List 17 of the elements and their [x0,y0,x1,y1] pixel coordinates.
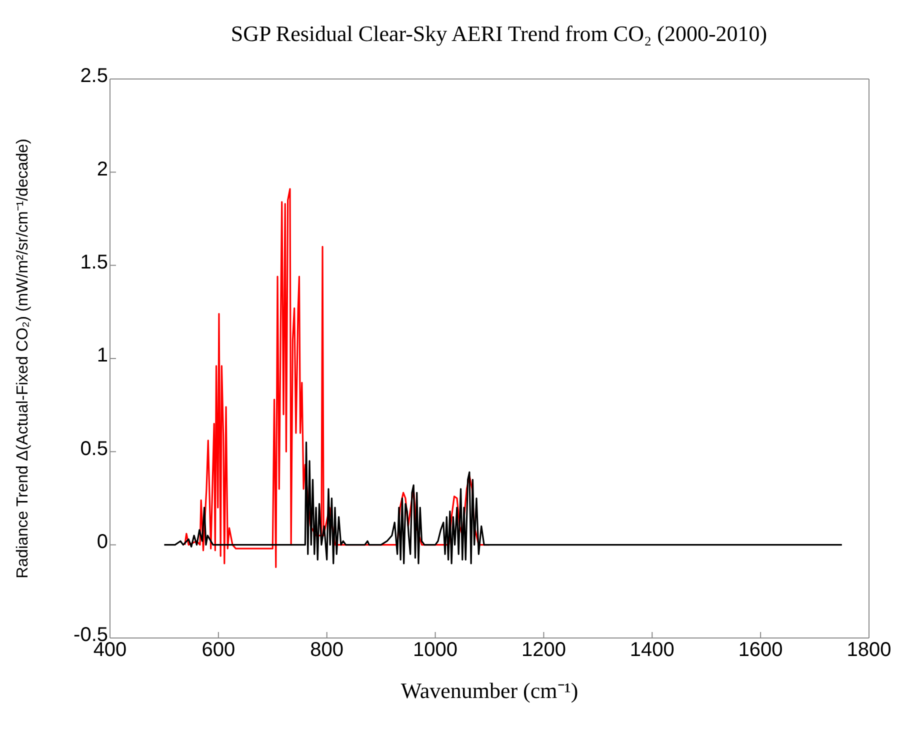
x-tick-label: 1200 [521,639,566,662]
y-axis-title: Radiance Trend Δ(Actual-Fixed CO₂) (mW/m²/sr/cm⁻¹/decade) [14,138,32,578]
y-tick-label: 0.5 [80,438,108,460]
x-tick-label: 600 [202,639,236,662]
x-tick-label: 800 [310,639,344,662]
y-tick-label: 1.5 [80,251,108,274]
line-series [163,442,843,564]
x-tick-label: 1800 [846,639,892,662]
y-tick-label: 2 [96,158,108,180]
y-tick-label: 0 [96,530,108,553]
x-tick-label: 1600 [738,639,783,662]
chart-title: SGP Residual Clear-Sky AERI Trend from CO₂ (2000-2010) [230,20,768,48]
x-tick-label: 1000 [413,639,458,662]
x-tick-label: 1400 [630,639,674,662]
x-axis-title: Wavenumber (cm⁻¹) [400,678,578,703]
y-tick-label: 2.5 [80,65,108,88]
y-tick-label: 1 [96,344,108,367]
